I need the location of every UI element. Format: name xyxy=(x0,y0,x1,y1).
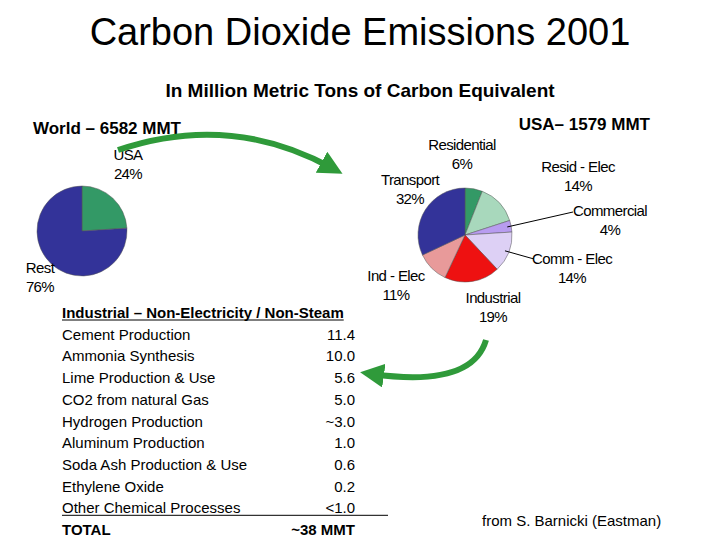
background xyxy=(0,0,720,540)
chart-title: World – 6582 MMT xyxy=(33,119,182,138)
slice-value-label: 6% xyxy=(452,155,473,172)
row-label: Cement Production xyxy=(62,326,190,343)
pie-chart: World – 6582 MMTUSA24%Rest76% xyxy=(26,119,182,295)
row-value: 0.2 xyxy=(334,478,355,495)
row-value: 0.6 xyxy=(334,456,355,473)
row-value: <1.0 xyxy=(325,499,355,516)
table-title: Industrial – Non-Electricity / Non-Steam xyxy=(62,304,344,321)
row-label: Lime Production & Use xyxy=(62,369,215,386)
slice-value-label: 11% xyxy=(382,286,409,303)
slice-value-label: 19% xyxy=(479,308,507,325)
slice-label: Resid - Elec xyxy=(541,158,616,175)
slice-value-label: 4% xyxy=(600,221,621,238)
slice-label: Residential xyxy=(428,136,496,153)
underline xyxy=(62,319,344,320)
row-value: 10.0 xyxy=(326,347,355,364)
row-value: 5.0 xyxy=(334,391,355,408)
slice-label: Rest xyxy=(26,259,56,276)
row-label: Ethylene Oxide xyxy=(62,478,164,495)
row-label: Ammonia Synthesis xyxy=(62,347,195,364)
row-value: 5.6 xyxy=(334,369,355,386)
slice-value-label: 14% xyxy=(564,177,592,194)
source: from S. Barnicki (Eastman) xyxy=(482,512,661,529)
subtitle: In Million Metric Tons of Carbon Equival… xyxy=(165,80,555,101)
row-label: Hydrogen Production xyxy=(62,413,203,430)
slice-value-label: 32% xyxy=(396,190,424,207)
pie-slice xyxy=(418,188,465,255)
table: Industrial – Non-Electricity / Non-Steam… xyxy=(62,304,388,538)
total-label: TOTAL xyxy=(62,521,111,538)
leader-line xyxy=(507,212,573,227)
underline xyxy=(62,515,388,516)
slice-label: Commercial xyxy=(573,202,647,219)
leader-line xyxy=(505,251,534,259)
slice-label: Industrial xyxy=(466,289,521,306)
total-value: ~38 MMT xyxy=(291,521,355,538)
row-value: ~3.0 xyxy=(325,413,355,430)
slice-value-label: 14% xyxy=(558,269,586,286)
row-value: 1.0 xyxy=(334,434,355,451)
row-label: Soda Ash Production & Use xyxy=(62,456,247,473)
title: Carbon Dioxide Emissions 2001 xyxy=(90,11,631,53)
row-value: 11.4 xyxy=(327,326,355,343)
pie-slice xyxy=(82,186,127,231)
slide: Carbon Dioxide Emissions 2001 In Million … xyxy=(0,0,720,540)
pie-chart: USA– 1579 MMT Residential 6% Resid - Elec 14… xyxy=(367,115,650,325)
slice-label: Ind - Elec xyxy=(367,267,425,284)
slice-value-label: 24% xyxy=(114,165,142,182)
row-label: Other Chemical Processes xyxy=(62,499,240,516)
slice-value-label: 76% xyxy=(26,278,54,295)
row-label: CO2 from natural Gas xyxy=(62,391,209,408)
arrow xyxy=(372,340,486,377)
arrow xyxy=(118,135,332,168)
slice-label: Transport xyxy=(381,171,441,188)
slice-label: Comm - Elec xyxy=(532,250,613,267)
row-label: Aluminum Production xyxy=(62,434,205,451)
chart-title: USA– 1579 MMT xyxy=(519,115,651,134)
